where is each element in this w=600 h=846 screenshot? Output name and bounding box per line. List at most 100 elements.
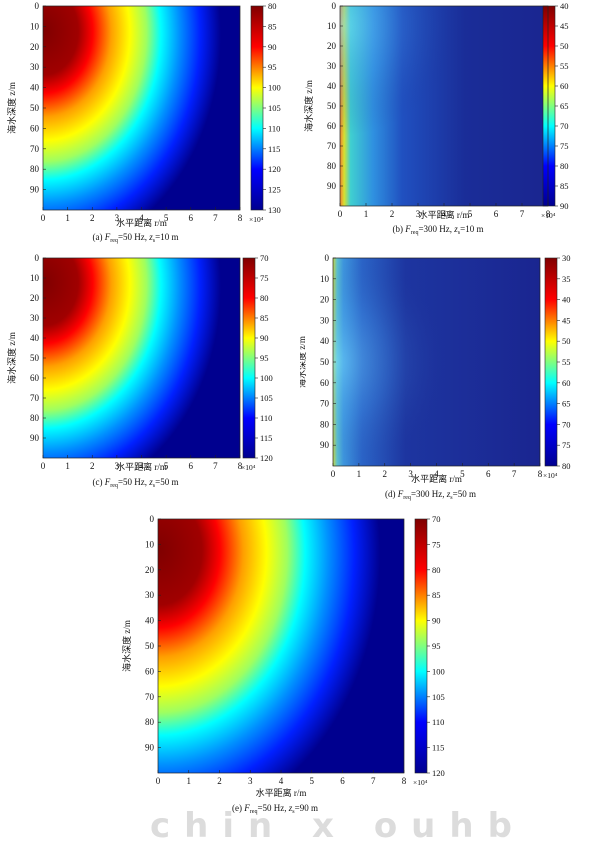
y-tick-label: 30 (327, 61, 337, 71)
y-tick-label: 80 (30, 164, 40, 174)
colorbar-tick-label: 100 (260, 373, 273, 383)
colorbar-tick-label: 65 (560, 101, 569, 111)
colorbar-tick-label: 90 (260, 333, 269, 343)
y-tick-label: 80 (145, 717, 155, 727)
y-tick-label: 90 (30, 433, 40, 443)
colorbar-tick-label: 70 (560, 121, 569, 131)
y-tick-label: 40 (145, 616, 155, 626)
colorbar-tick-label: 40 (562, 295, 571, 305)
colorbar-tick-label: 95 (260, 353, 269, 363)
y-tick-label: 60 (327, 121, 337, 131)
colorbar-tick-label: 90 (268, 42, 277, 52)
y-tick-label: 60 (145, 666, 155, 676)
x-tick-label: 0 (156, 776, 161, 786)
colorbar-tick-label: 105 (432, 692, 445, 702)
y-tick-label: 70 (30, 393, 40, 403)
colorbar-tick-label: 60 (562, 378, 571, 388)
x-tick-label: 1 (65, 213, 70, 223)
y-tick-label: 80 (320, 419, 330, 429)
colorbar-tick-label: 50 (562, 336, 571, 346)
colorbar-tick-label: 85 (432, 590, 441, 600)
colorbar-tick-label: 115 (268, 144, 280, 154)
y-axis-label: 海水深度 z/m (6, 332, 17, 384)
x-tick-label: 0 (331, 469, 336, 479)
y-tick-label: 40 (327, 81, 337, 91)
colorbar-tick-label: 80 (260, 293, 269, 303)
colorbar-tick-label: 75 (432, 539, 441, 549)
panel-caption: (b) Freq=300 Hz, zs=10 m (393, 224, 484, 236)
y-tick-label: 90 (327, 181, 337, 191)
colorbar-tick-label: 65 (562, 399, 571, 409)
colorbar-tick-label: 55 (562, 357, 571, 367)
y-tick-label: 10 (327, 21, 337, 31)
x-tick-label: 7 (371, 776, 376, 786)
panel-caption: (d) Freq=300 Hz, zs=50 m (385, 489, 476, 501)
colorbar-tick-label: 125 (268, 185, 281, 195)
colorbar-tick-label: 110 (268, 123, 280, 133)
y-tick-label: 10 (30, 273, 40, 283)
colorbar-tick-label: 60 (560, 81, 569, 91)
x-scale-label: ×10⁴ (241, 463, 256, 472)
colorbar-tick-label: 45 (562, 315, 571, 325)
x-scale-label: ×10⁴ (413, 778, 428, 787)
x-tick-label: 0 (41, 213, 46, 223)
chart-panel-c: 70 75 80 85 90 95 100 105 110 115 120 0 1 2 3 4 5 6 7 8 0 10 2… (0, 250, 300, 500)
y-tick-label: 0 (35, 1, 40, 11)
x-tick-label: 3 (115, 213, 120, 223)
y-tick-label: 50 (145, 641, 155, 651)
panel-caption: (a) Freq=50 Hz, zs=10 m (93, 232, 179, 244)
colorbar-tick-label: 50 (560, 41, 569, 51)
x-tick-label: 4 (434, 469, 439, 479)
y-tick-label: 80 (30, 413, 40, 423)
x-tick-label: 4 (139, 461, 144, 471)
x-tick-label: 2 (90, 461, 95, 471)
x-tick-label: 5 (164, 213, 169, 223)
y-tick-label: 30 (30, 62, 40, 72)
y-tick-label: 0 (325, 253, 330, 263)
y-tick-label: 60 (30, 123, 40, 133)
chart-panel-b: 40 45 50 55 60 65 70 75 80 85 90 0 1 2 3 4 5 6 7 8 0 10 20 30 40… (300, 0, 600, 250)
x-tick-label: 8 (238, 461, 243, 471)
colorbar-tick-label: 40 (560, 1, 569, 11)
heatmap-field (43, 258, 240, 458)
x-tick-label: 8 (238, 213, 243, 223)
y-axis-label: 海水深度 z/m (6, 82, 17, 134)
colorbar-tick-label: 70 (260, 253, 269, 263)
colorbar-tick-label: 85 (560, 181, 569, 191)
heatmap-field (340, 6, 548, 206)
y-tick-label: 20 (30, 293, 40, 303)
colorbar-tick-label: 70 (432, 514, 441, 524)
heatmap-field (158, 519, 404, 773)
panel-caption: (e) Freq=50 Hz, zs=90 m (232, 803, 318, 815)
colorbar-tick-label: 90 (432, 616, 441, 626)
heatmap-field (43, 6, 240, 210)
colorbar-tick-label: 85 (260, 313, 269, 323)
colorbar-tick-label: 105 (260, 393, 273, 403)
watermark-text: chin x ouhb (150, 806, 526, 846)
y-tick-label: 90 (145, 743, 155, 753)
x-tick-label: 1 (187, 776, 192, 786)
x-scale-label: ×10⁴ (541, 211, 556, 220)
chart-panel-d: 30 35 40 45 50 55 60 65 70 75 80 0 1 2 3 4 5 6 7 8 0 10 20 30 40… (296, 250, 600, 510)
colorbar-tick-label: 30 (562, 253, 571, 263)
x-axis-label: 水平距离 r/m (411, 473, 462, 484)
colorbar-tick-label: 75 (562, 440, 571, 450)
colorbar-tick-label: 75 (260, 273, 269, 283)
x-tick-label: 3 (248, 776, 253, 786)
x-tick-label: 6 (189, 213, 194, 223)
y-tick-label: 30 (320, 315, 330, 325)
x-tick-label: 0 (338, 209, 343, 219)
y-tick-label: 90 (30, 185, 40, 195)
x-tick-label: 3 (408, 469, 413, 479)
colorbar-tick-label: 110 (260, 413, 272, 423)
colorbar (542, 5, 556, 207)
x-scale-label: ×10⁴ (249, 215, 264, 224)
y-tick-label: 30 (30, 313, 40, 323)
x-tick-label: 4 (279, 776, 284, 786)
colorbar-tick-label: 120 (260, 453, 273, 463)
y-tick-label: 70 (145, 692, 155, 702)
